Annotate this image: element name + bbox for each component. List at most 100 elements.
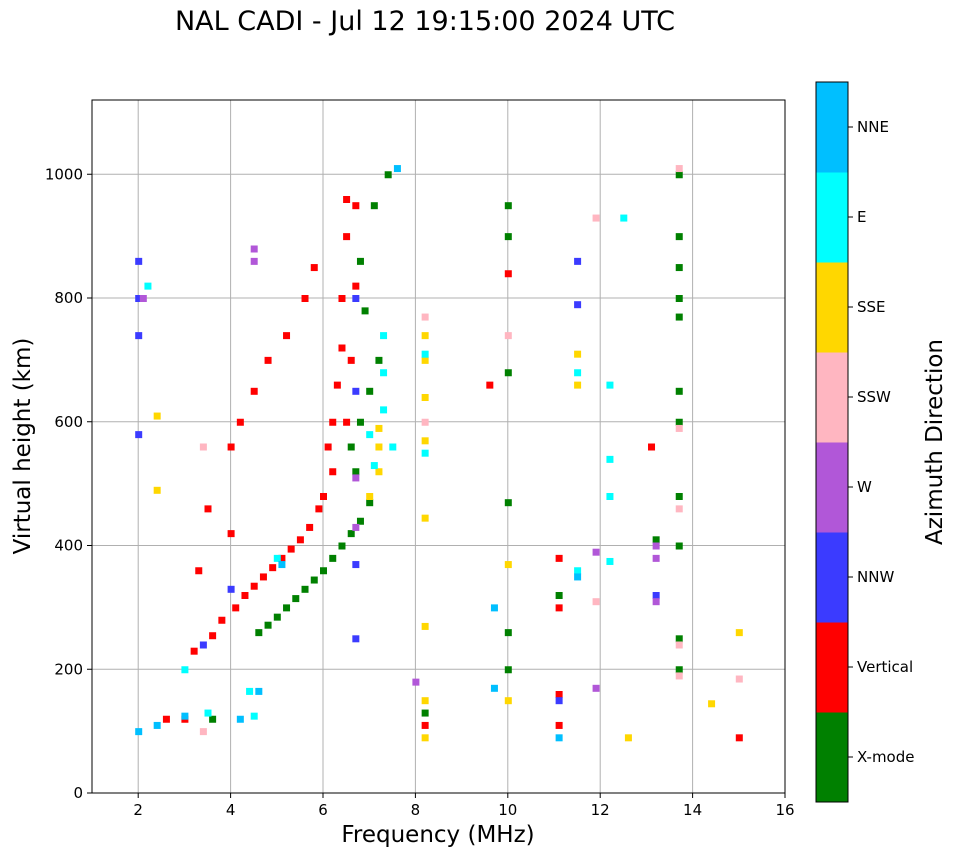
echo-point-w (652, 554, 660, 562)
echo-point-nnw (135, 257, 143, 265)
echo-point-ssw (675, 505, 683, 513)
echo-point-vertical (204, 505, 212, 513)
echo-point-vertical (310, 264, 318, 272)
echo-point-vertical (195, 567, 203, 575)
echo-point-vertical (333, 381, 341, 389)
colorbar-segment (816, 442, 848, 533)
echo-point-sse (421, 332, 429, 340)
echo-point-x-mode (675, 313, 683, 321)
echo-point-x-mode (504, 499, 512, 507)
echo-point-vertical (343, 418, 351, 426)
echo-point-x-mode (352, 468, 360, 476)
echo-point-x-mode (347, 443, 355, 451)
echo-point-ssw (675, 672, 683, 680)
echo-point-x-mode (675, 233, 683, 241)
echo-point-vertical (320, 493, 327, 500)
echo-point-vertical (486, 381, 494, 389)
echo-point-x-mode (504, 233, 512, 241)
echo-point-ssw (421, 313, 429, 321)
echo-point-x-mode (375, 356, 383, 364)
echo-point-vertical (287, 545, 295, 553)
echo-point-w (250, 245, 258, 253)
echo-point-sse (624, 734, 632, 742)
echo-point-e (574, 567, 582, 575)
echo-point-x-mode (675, 171, 683, 179)
echo-point-nne (278, 561, 286, 569)
echo-point-vertical (227, 443, 235, 451)
echo-point-e (606, 493, 614, 500)
echo-point-w (139, 295, 147, 302)
y-tick-label: 0 (73, 784, 83, 802)
echo-point-x-mode (283, 604, 291, 612)
echo-point-sse (375, 468, 383, 476)
echo-point-vertical (301, 295, 309, 302)
echo-point-vertical (241, 592, 249, 599)
echo-point-nnw (135, 295, 143, 302)
echo-point-ssw (735, 675, 743, 683)
colorbar-border (815, 81, 849, 803)
echo-point-vertical (352, 202, 360, 210)
echo-point-vertical (190, 647, 198, 655)
echo-point-vertical (269, 564, 277, 572)
echo-point-x-mode (504, 202, 512, 210)
echo-point-sse (421, 514, 429, 522)
echo-point-vertical (278, 554, 286, 562)
echo-point-vertical (347, 356, 355, 364)
echo-point-sse (504, 561, 512, 569)
echo-point-e (380, 406, 388, 414)
echo-point-sse (421, 356, 429, 364)
echo-point-x-mode (310, 576, 318, 584)
echo-point-e (620, 214, 628, 222)
y-tick-label: 600 (54, 413, 83, 431)
colorbar-segment (816, 622, 848, 713)
echo-point-e (380, 332, 388, 340)
echo-point-vertical (343, 196, 351, 203)
echo-point-x-mode (504, 369, 512, 377)
colorbar-tick-label: NNE (857, 118, 889, 136)
echo-point-x-mode (209, 715, 217, 723)
x-tick-label: 16 (775, 801, 794, 819)
echo-point-nnw (135, 431, 143, 439)
echo-point-w (412, 678, 420, 686)
echo-point-w (592, 548, 600, 556)
colorbar-segment (816, 172, 848, 263)
echo-point-sse (421, 437, 429, 445)
echo-point-x-mode (356, 517, 364, 525)
echo-point-e (250, 712, 258, 720)
echo-point-w (352, 523, 360, 531)
colorbar-label: Azimuth Direction (922, 339, 948, 545)
echo-point-vertical (227, 530, 235, 538)
echo-point-vertical (250, 582, 258, 590)
x-axis-label: Frequency (MHz) (341, 822, 534, 848)
echo-point-e (574, 369, 582, 377)
plot-area (92, 100, 786, 794)
echo-point-ssw (199, 443, 207, 451)
echo-point-vertical (209, 632, 217, 640)
echo-point-nnw (135, 332, 143, 340)
colorbar-tick-label: SSW (857, 388, 891, 406)
echo-point-vertical (648, 443, 656, 451)
echo-point-x-mode (675, 387, 683, 395)
echo-point-vertical (555, 721, 563, 729)
echo-point-sse (504, 697, 512, 705)
echo-point-vertical (236, 418, 244, 426)
echo-point-e (421, 350, 429, 358)
echo-point-x-mode (675, 542, 683, 550)
echo-point-ssw (199, 728, 207, 736)
echo-point-w (652, 542, 660, 550)
echo-point-x-mode (361, 307, 369, 315)
echo-point-vertical (324, 443, 332, 451)
plot-border (91, 99, 786, 794)
colorbar-tick-label: E (857, 208, 866, 226)
echo-point-nnw (574, 257, 582, 265)
echo-point-vertical (264, 356, 272, 364)
echo-point-vertical (232, 604, 240, 612)
colorbar-tick-label: Vertical (857, 658, 913, 676)
echo-point-nnw (227, 585, 235, 593)
echo-point-nnw (652, 592, 660, 599)
axes: 2 4 6 8 10 12 14 16 0 200 400 600 800 1000 (45, 165, 795, 819)
echo-point-e (389, 443, 397, 451)
echo-point-vertical (296, 536, 304, 544)
x-tick-label: 4 (226, 801, 236, 819)
colorbar-segment (816, 712, 848, 803)
